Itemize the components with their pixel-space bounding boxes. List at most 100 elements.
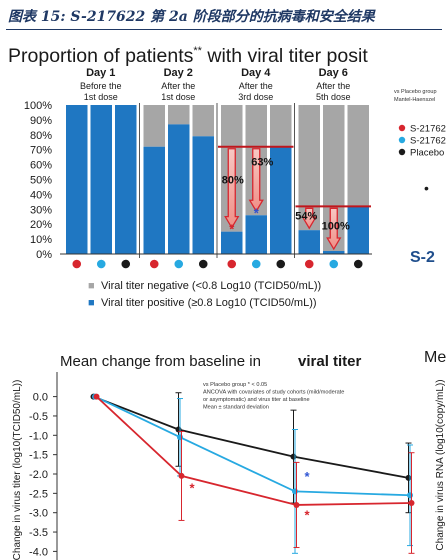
legend-label: Viral titer negative (<0.8 Log10 (TCID50… xyxy=(101,280,321,292)
bar-positive xyxy=(245,215,267,254)
right-note-1: vs Placebo group xyxy=(394,89,437,95)
right-legend-marker xyxy=(398,136,406,144)
line-point xyxy=(407,492,413,499)
line-series xyxy=(94,395,411,497)
group-sub-label: After the xyxy=(316,81,350,91)
group-day-label: Day 1 xyxy=(86,67,115,79)
bar-y-tick-label: 30% xyxy=(30,204,52,216)
group-sub-label: 1st dose xyxy=(84,92,118,102)
line-point xyxy=(405,474,412,481)
legend-label: Viral titer positive (≥0.8 Log10 (TCID50… xyxy=(101,297,317,309)
line-y-axis-label: Change in virus titer (log10(TCID50/mL)) xyxy=(12,380,23,560)
right-legend-label: S-21762 xyxy=(410,124,446,135)
group-sub-label: After the xyxy=(239,81,273,91)
line-point xyxy=(293,501,300,508)
reduction-arrow xyxy=(301,207,317,230)
right-legend-label: S-21762 xyxy=(410,136,446,147)
line-chart: Mean change from baseline in viral titer… xyxy=(12,353,415,560)
legend-swatch: ■ xyxy=(88,280,95,292)
right-big-s: S-2 xyxy=(410,249,435,266)
significance-star: * xyxy=(304,508,310,523)
right-note-2: Mantel-Haenszel xyxy=(394,97,435,103)
reduction-arrow xyxy=(326,207,342,251)
bar-positive xyxy=(221,231,243,254)
reduction-label: 80% xyxy=(222,175,244,187)
bar-chart-title: Proportion of patients** with viral tite… xyxy=(8,45,368,67)
bar-y-tick-label: 70% xyxy=(30,145,52,157)
bar-positive xyxy=(90,105,112,254)
line-chart-title-bold: viral titer xyxy=(298,353,362,370)
line-chart-note: Mean ± standard deviation xyxy=(203,405,269,411)
line-point xyxy=(177,434,183,441)
group-day-label: Day 2 xyxy=(164,67,193,79)
bar-y-tick-label: 10% xyxy=(30,234,52,246)
bar-y-tick-label: 90% xyxy=(30,115,52,127)
bar-y-tick-label: 20% xyxy=(30,219,52,231)
group-sub-label: 5th dose xyxy=(316,92,351,102)
line-series xyxy=(95,395,412,506)
line-y-tick-label: -4.0 xyxy=(29,546,48,558)
group-marker xyxy=(198,259,209,269)
bar-positive xyxy=(168,124,190,255)
line-series xyxy=(93,395,409,479)
line-point xyxy=(408,500,415,507)
bar-positive xyxy=(298,230,320,254)
caption-underline xyxy=(6,29,442,30)
bar-negative xyxy=(168,105,190,125)
group-marker xyxy=(173,259,184,269)
group-marker xyxy=(353,259,364,269)
line-chart-note: ANCOVA with covariates of study cohorts … xyxy=(203,390,344,396)
bar-negative xyxy=(270,105,292,147)
bar-chart: 0% 10% 20% 30% 40% 50% 60% 70% 80% 90% 100% Day 1 Be… xyxy=(24,67,372,269)
line-y-tick-label: -3.5 xyxy=(29,527,48,539)
line-chart-note: or asymptomatic) and virus titer at base… xyxy=(203,397,310,403)
line-y-tick-label: -1.0 xyxy=(29,430,48,442)
group-sub-label: After the xyxy=(161,81,195,91)
group-marker xyxy=(328,259,339,269)
line-point xyxy=(93,393,100,400)
bar-y-tick-label: 0% xyxy=(36,249,52,261)
right-bullet: • xyxy=(424,180,429,196)
bar-y-tick-label: 60% xyxy=(30,160,52,172)
figure-caption: 图表 15: S-217622 第 2a 阶段部分的抗病毒和安全结果 xyxy=(8,9,375,25)
bar-positive xyxy=(192,136,214,254)
bar-legend: ■ Viral titer negative (<0.8 Log10 (TCID5… xyxy=(88,280,321,309)
bar-positive xyxy=(115,105,137,254)
line-y-tick-label: -2.0 xyxy=(29,469,48,481)
line-point xyxy=(292,488,298,495)
line-y-tick-label: -2.5 xyxy=(29,488,48,500)
bar-y-tick-label: 80% xyxy=(30,130,52,142)
group-marker xyxy=(120,259,131,269)
reduction-arrow xyxy=(224,148,240,229)
group-sub-label: 3rd dose xyxy=(238,92,273,102)
figure-caption-bar: 图表 15: S-217622 第 2a 阶段部分的抗病毒和安全结果 xyxy=(0,0,448,30)
bar-positive xyxy=(270,146,292,254)
line-y-tick-label: -3.0 xyxy=(29,508,48,520)
bar-negative xyxy=(323,105,345,252)
group-marker xyxy=(275,259,286,269)
group-marker xyxy=(304,259,315,269)
line-chart-note: vs Placebo group * < 0.05 xyxy=(203,382,267,388)
reduction-label: 100% xyxy=(322,221,350,233)
significance-star: * xyxy=(304,469,310,484)
right-me: Me xyxy=(424,349,446,366)
bar-positive xyxy=(66,105,88,254)
reduction-label: 63% xyxy=(251,157,273,169)
bar-positive xyxy=(347,206,369,254)
group-marker xyxy=(149,259,160,269)
right-axis-label: Change in virus RNA (log10(copy/mL)) xyxy=(435,379,446,550)
significance-star: * xyxy=(254,205,260,220)
line-y-tick-label: 0.0 xyxy=(33,392,48,404)
line-point xyxy=(290,453,297,460)
group-marker xyxy=(96,259,107,269)
bar-negative xyxy=(347,105,369,207)
group-marker xyxy=(226,259,237,269)
line-chart-title: Mean change from baseline in xyxy=(60,353,261,370)
group-marker xyxy=(71,259,82,269)
bar-negative xyxy=(298,105,320,231)
bar-y-tick-label: 50% xyxy=(30,175,52,187)
line-y-tick-label: -0.5 xyxy=(29,411,48,423)
group-day-label: Day 4 xyxy=(241,67,271,79)
group-day-label: Day 6 xyxy=(319,67,348,79)
